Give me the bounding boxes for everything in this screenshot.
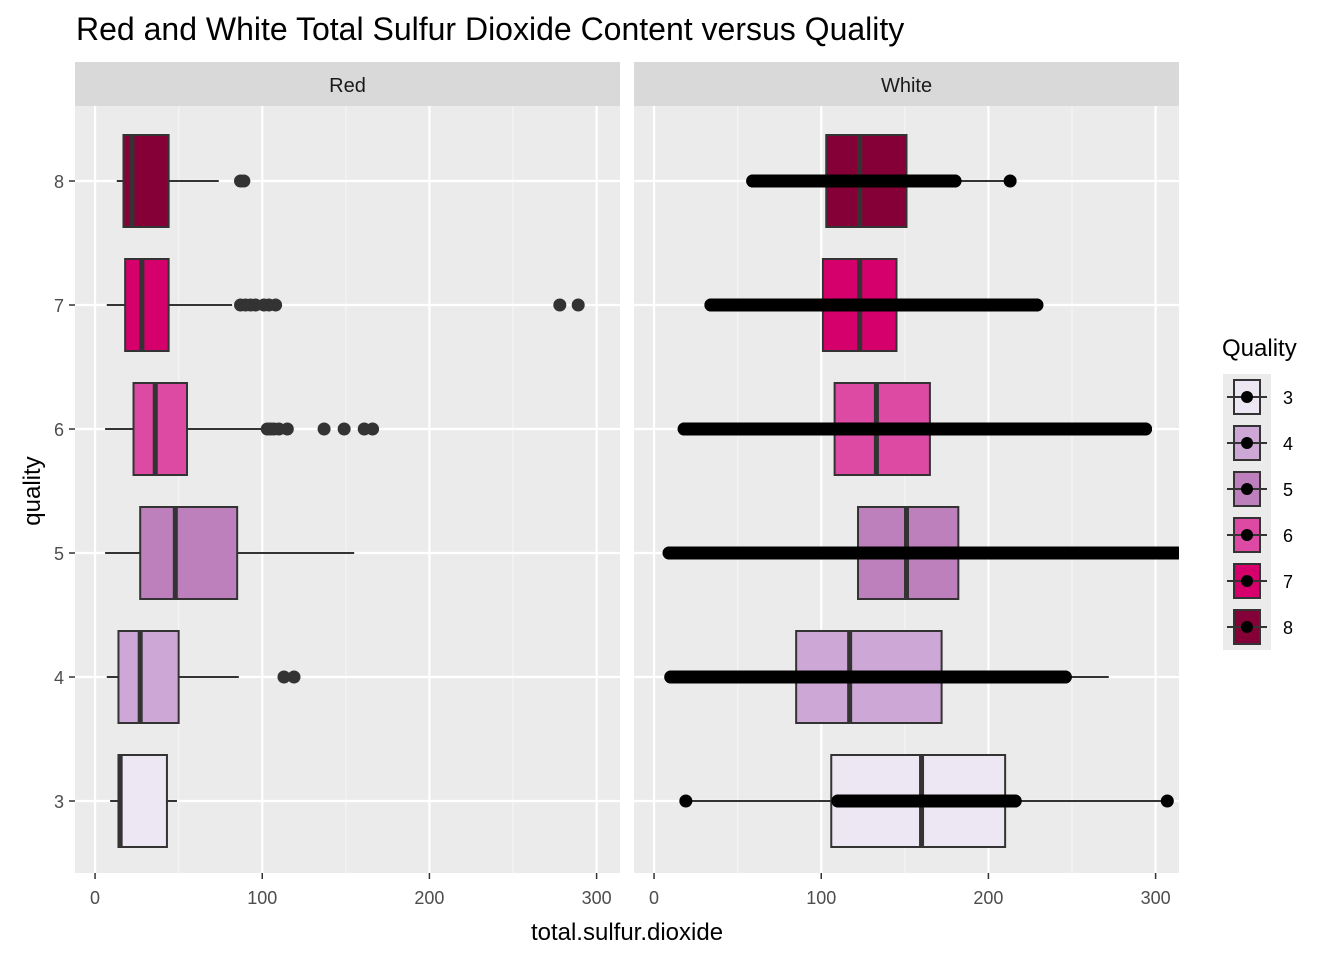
box-quality-5 (662, 506, 1179, 600)
x-tick-label: 0 (90, 888, 100, 908)
outlier-point (366, 422, 380, 436)
y-axis: 3 4 5 6 7 8 (54, 172, 75, 812)
x-tick-label: 200 (973, 888, 1003, 908)
outlier-point (553, 298, 567, 312)
chart-title: Red and White Total Sulfur Dioxide Conte… (76, 11, 904, 47)
facet-strip (75, 62, 620, 106)
box-quality-3 (110, 754, 177, 848)
box-quality-8 (746, 134, 1017, 228)
legend-point (1241, 483, 1253, 495)
box-quality-7 (704, 258, 1044, 352)
box-quality-4 (106, 630, 301, 724)
box-quality-8 (116, 134, 251, 228)
box-quality-7 (106, 258, 585, 352)
box-iqr (117, 754, 168, 848)
panel-marks (662, 134, 1179, 848)
legend-item-5: 5 (1223, 466, 1293, 512)
outlier-point (280, 422, 294, 436)
y-tick-label: 7 (54, 296, 64, 316)
y-tick-label: 8 (54, 172, 64, 192)
data-point (1003, 174, 1017, 188)
legend-point (1241, 621, 1253, 633)
box-iqr (132, 382, 189, 476)
legend-label: 8 (1283, 618, 1293, 638)
y-axis-label: quality (19, 456, 46, 525)
y-tick-label: 4 (54, 668, 64, 688)
x-tick-label: 300 (582, 888, 612, 908)
x-tick-label: 300 (1141, 888, 1171, 908)
legend-point (1241, 529, 1253, 541)
box-iqr (117, 630, 180, 724)
legend-label: 5 (1283, 480, 1293, 500)
outlier-point (571, 298, 585, 312)
panel-marks (105, 134, 585, 848)
legend-point (1241, 391, 1253, 403)
legend-item-4: 4 (1223, 420, 1293, 466)
outlier-point (287, 670, 301, 684)
box-quality-4 (664, 630, 1109, 724)
data-point (679, 794, 693, 808)
outlier-point (317, 422, 331, 436)
x-tick-label: 200 (414, 888, 444, 908)
y-tick-label: 3 (54, 792, 64, 812)
panel-red: Red 0 100 200 300 (75, 62, 620, 908)
legend-label: 6 (1283, 526, 1293, 546)
legend-item-3: 3 (1223, 374, 1293, 420)
outlier-point (277, 670, 291, 684)
legend-label: 3 (1283, 388, 1293, 408)
box-quality-5 (105, 506, 355, 600)
x-axis-label: total.sulfur.dioxide (531, 919, 723, 946)
box-iqr (139, 506, 239, 600)
outlier-point (269, 298, 283, 312)
legend-point (1241, 575, 1253, 587)
legend-label: 7 (1283, 572, 1293, 592)
y-tick-label: 5 (54, 544, 64, 564)
legend: Quality 3 4 5 6 7 8 (1222, 335, 1297, 650)
outlier-point (337, 422, 351, 436)
panel-white: White 0 100 200 300 (634, 62, 1179, 908)
facet-strip (634, 62, 1179, 106)
y-tick-label: 6 (54, 420, 64, 440)
panels-layer: Red 0 100 200 300 White 0 100 200 300 (75, 62, 1179, 908)
legend-title: Quality (1222, 335, 1297, 362)
legend-label: 4 (1283, 434, 1293, 454)
data-point (1160, 794, 1174, 808)
box-quality-3 (679, 754, 1174, 848)
panel-background (634, 106, 1179, 873)
box-iqr (124, 258, 170, 352)
facet-strip-label: Red (329, 75, 366, 97)
legend-item-6: 6 (1223, 512, 1293, 558)
facet-strip-label: White (881, 75, 932, 97)
legend-item-7: 7 (1223, 558, 1293, 604)
box-quality-6 (677, 382, 1153, 476)
outlier-point (237, 174, 251, 188)
x-tick-label: 0 (649, 888, 659, 908)
legend-point (1241, 437, 1253, 449)
legend-item-8: 8 (1223, 604, 1293, 650)
panel-background (75, 106, 620, 873)
x-tick-label: 100 (247, 888, 277, 908)
box-quality-6 (105, 382, 380, 476)
x-tick-label: 100 (806, 888, 836, 908)
